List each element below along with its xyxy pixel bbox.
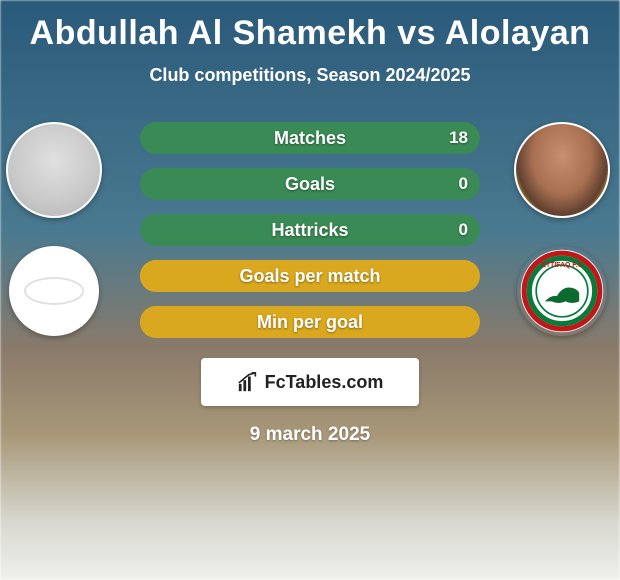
stat-label: Hattricks [140, 214, 480, 246]
fctables-logo-icon [237, 371, 259, 393]
date-label: 9 march 2025 [0, 424, 620, 446]
watermark-text: FcTables.com [265, 372, 384, 393]
player-left-club-badge [9, 246, 99, 336]
stat-row: Goals per match [140, 260, 480, 292]
stat-value-right: 0 [447, 168, 480, 200]
watermark-badge: FcTables.com [201, 358, 419, 406]
player-left-column [6, 122, 106, 336]
stat-row: Matches18 [140, 122, 480, 154]
stat-label: Goals per match [140, 260, 480, 292]
svg-text:ETTIFAQ F.C: ETTIFAQ F.C [541, 262, 582, 269]
subtitle: Club competitions, Season 2024/2025 [0, 65, 620, 86]
stats-bars: Matches18Goals0Hattricks0Goals per match… [140, 122, 480, 338]
stat-row: Min per goal [140, 306, 480, 338]
player-photo-icon [516, 124, 608, 216]
stat-row: Goals0 [140, 168, 480, 200]
main-area: ETTIFAQ F.C Matches18Goals0Hattricks0Goa… [0, 122, 620, 446]
player-right-club-badge: ETTIFAQ F.C [517, 246, 607, 336]
avatar-placeholder-icon [8, 124, 100, 216]
player-right-avatar [514, 122, 610, 218]
stat-label: Matches [140, 122, 480, 154]
content-wrapper: Abdullah Al Shamekh vs Alolayan Club com… [0, 0, 620, 580]
ettifaq-badge-icon: ETTIFAQ F.C [519, 248, 605, 334]
stat-label: Goals [140, 168, 480, 200]
page-title: Abdullah Al Shamekh vs Alolayan [0, 8, 620, 59]
player-left-avatar [6, 122, 102, 218]
club-placeholder-icon [24, 277, 84, 305]
stat-value-right: 18 [437, 122, 480, 154]
stat-label: Min per goal [140, 306, 480, 338]
stat-value-right: 0 [447, 214, 480, 246]
stat-row: Hattricks0 [140, 214, 480, 246]
player-right-column: ETTIFAQ F.C [514, 122, 614, 336]
